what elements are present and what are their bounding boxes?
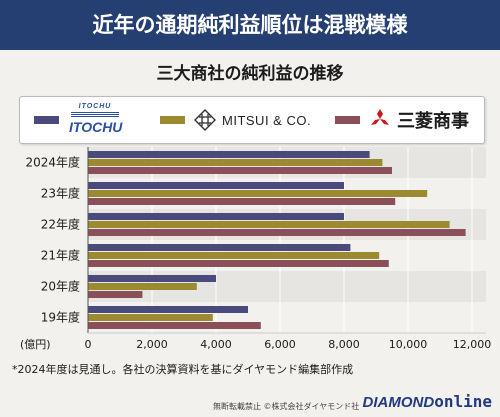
mitsubishi-wordmark: 三菱商事 <box>397 111 469 132</box>
bar <box>88 306 248 313</box>
bar <box>88 275 216 282</box>
legend-swatch-itochu <box>34 116 59 124</box>
tick-label: 4,000 <box>200 338 232 351</box>
copyright-credit: 無断転載禁止 ©株式会社ダイヤモンド社 <box>213 402 360 411</box>
category-label: 23年度 <box>41 186 80 201</box>
legend-item-itochu: ITOCHU ITOCHU <box>34 97 123 143</box>
footnote: *2024年度は見通し。各社の決算資料を基にダイヤモンド編集部作成 <box>12 363 354 376</box>
bar <box>88 252 380 259</box>
bar <box>88 221 450 228</box>
category-label: 19年度 <box>41 310 80 325</box>
unit-label: (億円) <box>20 338 51 351</box>
bar <box>88 260 389 267</box>
tick-label: 2,000 <box>136 338 168 351</box>
bar <box>88 198 396 205</box>
bar <box>88 229 466 236</box>
bar <box>88 244 351 251</box>
bar <box>88 322 261 329</box>
tick-label: 0 <box>85 338 92 351</box>
bar <box>88 182 344 189</box>
legend-item-mitsubishi: 三菱商事 <box>335 97 469 143</box>
itochu-wordmark: ITOCHU <box>69 119 123 135</box>
tick-label: 10,000 <box>389 338 428 351</box>
bar <box>88 314 213 321</box>
legend: ITOCHU ITOCHU MITSUI & CO. 三菱商事 <box>19 96 485 144</box>
diamond-online-logo: DIAMONDonline <box>363 392 492 411</box>
bar <box>88 151 370 158</box>
brand-suffix: online <box>434 392 492 411</box>
category-label: 21年度 <box>41 248 80 263</box>
legend-item-mitsui: MITSUI & CO. <box>160 97 311 143</box>
category-label: 22年度 <box>41 217 80 232</box>
brand-main: DIAMOND <box>362 394 435 411</box>
banner-title: 近年の通期純利益順位は混戦模様 <box>0 0 500 50</box>
itochu-stripes <box>71 112 119 118</box>
bar <box>88 213 344 220</box>
itochu-wordmark-top: ITOCHU <box>78 103 112 110</box>
category-label: 2024年度 <box>25 155 80 170</box>
chart-subtitle: 三大商社の純利益の推移 <box>156 64 344 84</box>
category-label: 20年度 <box>41 279 80 294</box>
itochu-logo: ITOCHU ITOCHU <box>69 103 123 137</box>
bar <box>88 167 392 174</box>
legend-swatch-mitsui <box>160 116 185 124</box>
mitsui-wordmark: MITSUI & CO. <box>222 112 312 128</box>
bar <box>88 159 383 166</box>
bar <box>88 283 197 290</box>
bar <box>88 190 428 197</box>
bar-chart: 2024年度 23年度 22年度 21年度 20年度 19年度 0 2,000 4,000 6,0… <box>20 147 492 351</box>
bar <box>88 291 143 298</box>
mitsui-crest-icon <box>194 109 216 131</box>
tick-label: 6,000 <box>264 338 296 351</box>
tick-label: 12,000 <box>453 338 492 351</box>
mitsubishi-three-diamonds-icon <box>371 109 389 125</box>
legend-swatch-mitsubishi <box>335 116 360 124</box>
tick-label: 8,000 <box>328 338 360 351</box>
